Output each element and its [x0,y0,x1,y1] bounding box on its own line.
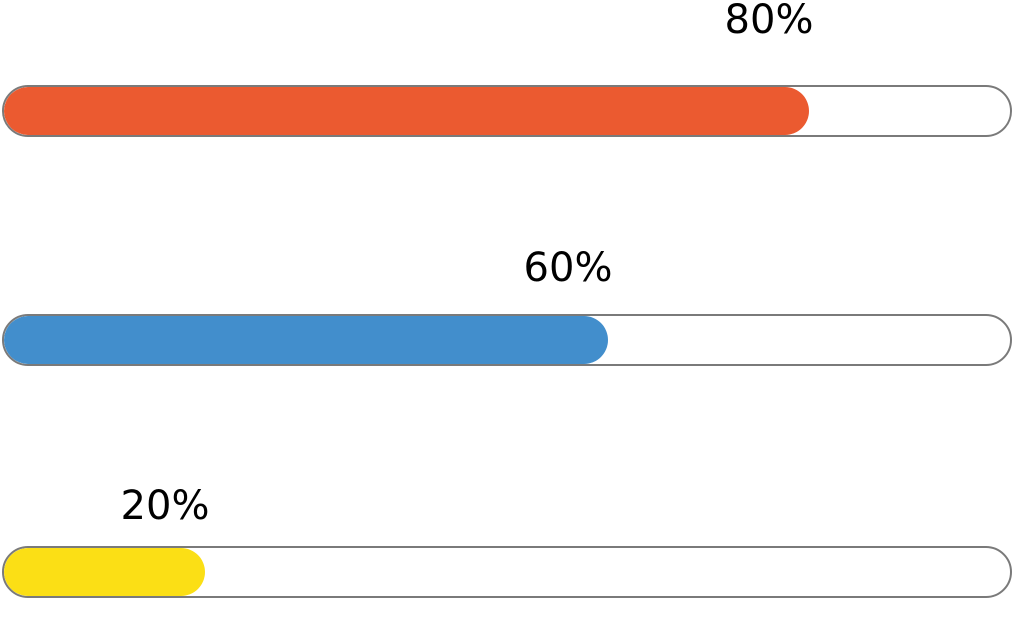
progress-fill [4,87,809,135]
progress-fill [4,316,608,364]
progress-fill [4,548,205,596]
progress-track [2,314,1012,366]
progress-track [2,546,1012,598]
progress-track [2,85,1012,137]
progress-percent-label: 60% [523,245,613,291]
progress-percent-label: 20% [120,483,210,529]
progress-percent-label: 80% [724,0,814,43]
